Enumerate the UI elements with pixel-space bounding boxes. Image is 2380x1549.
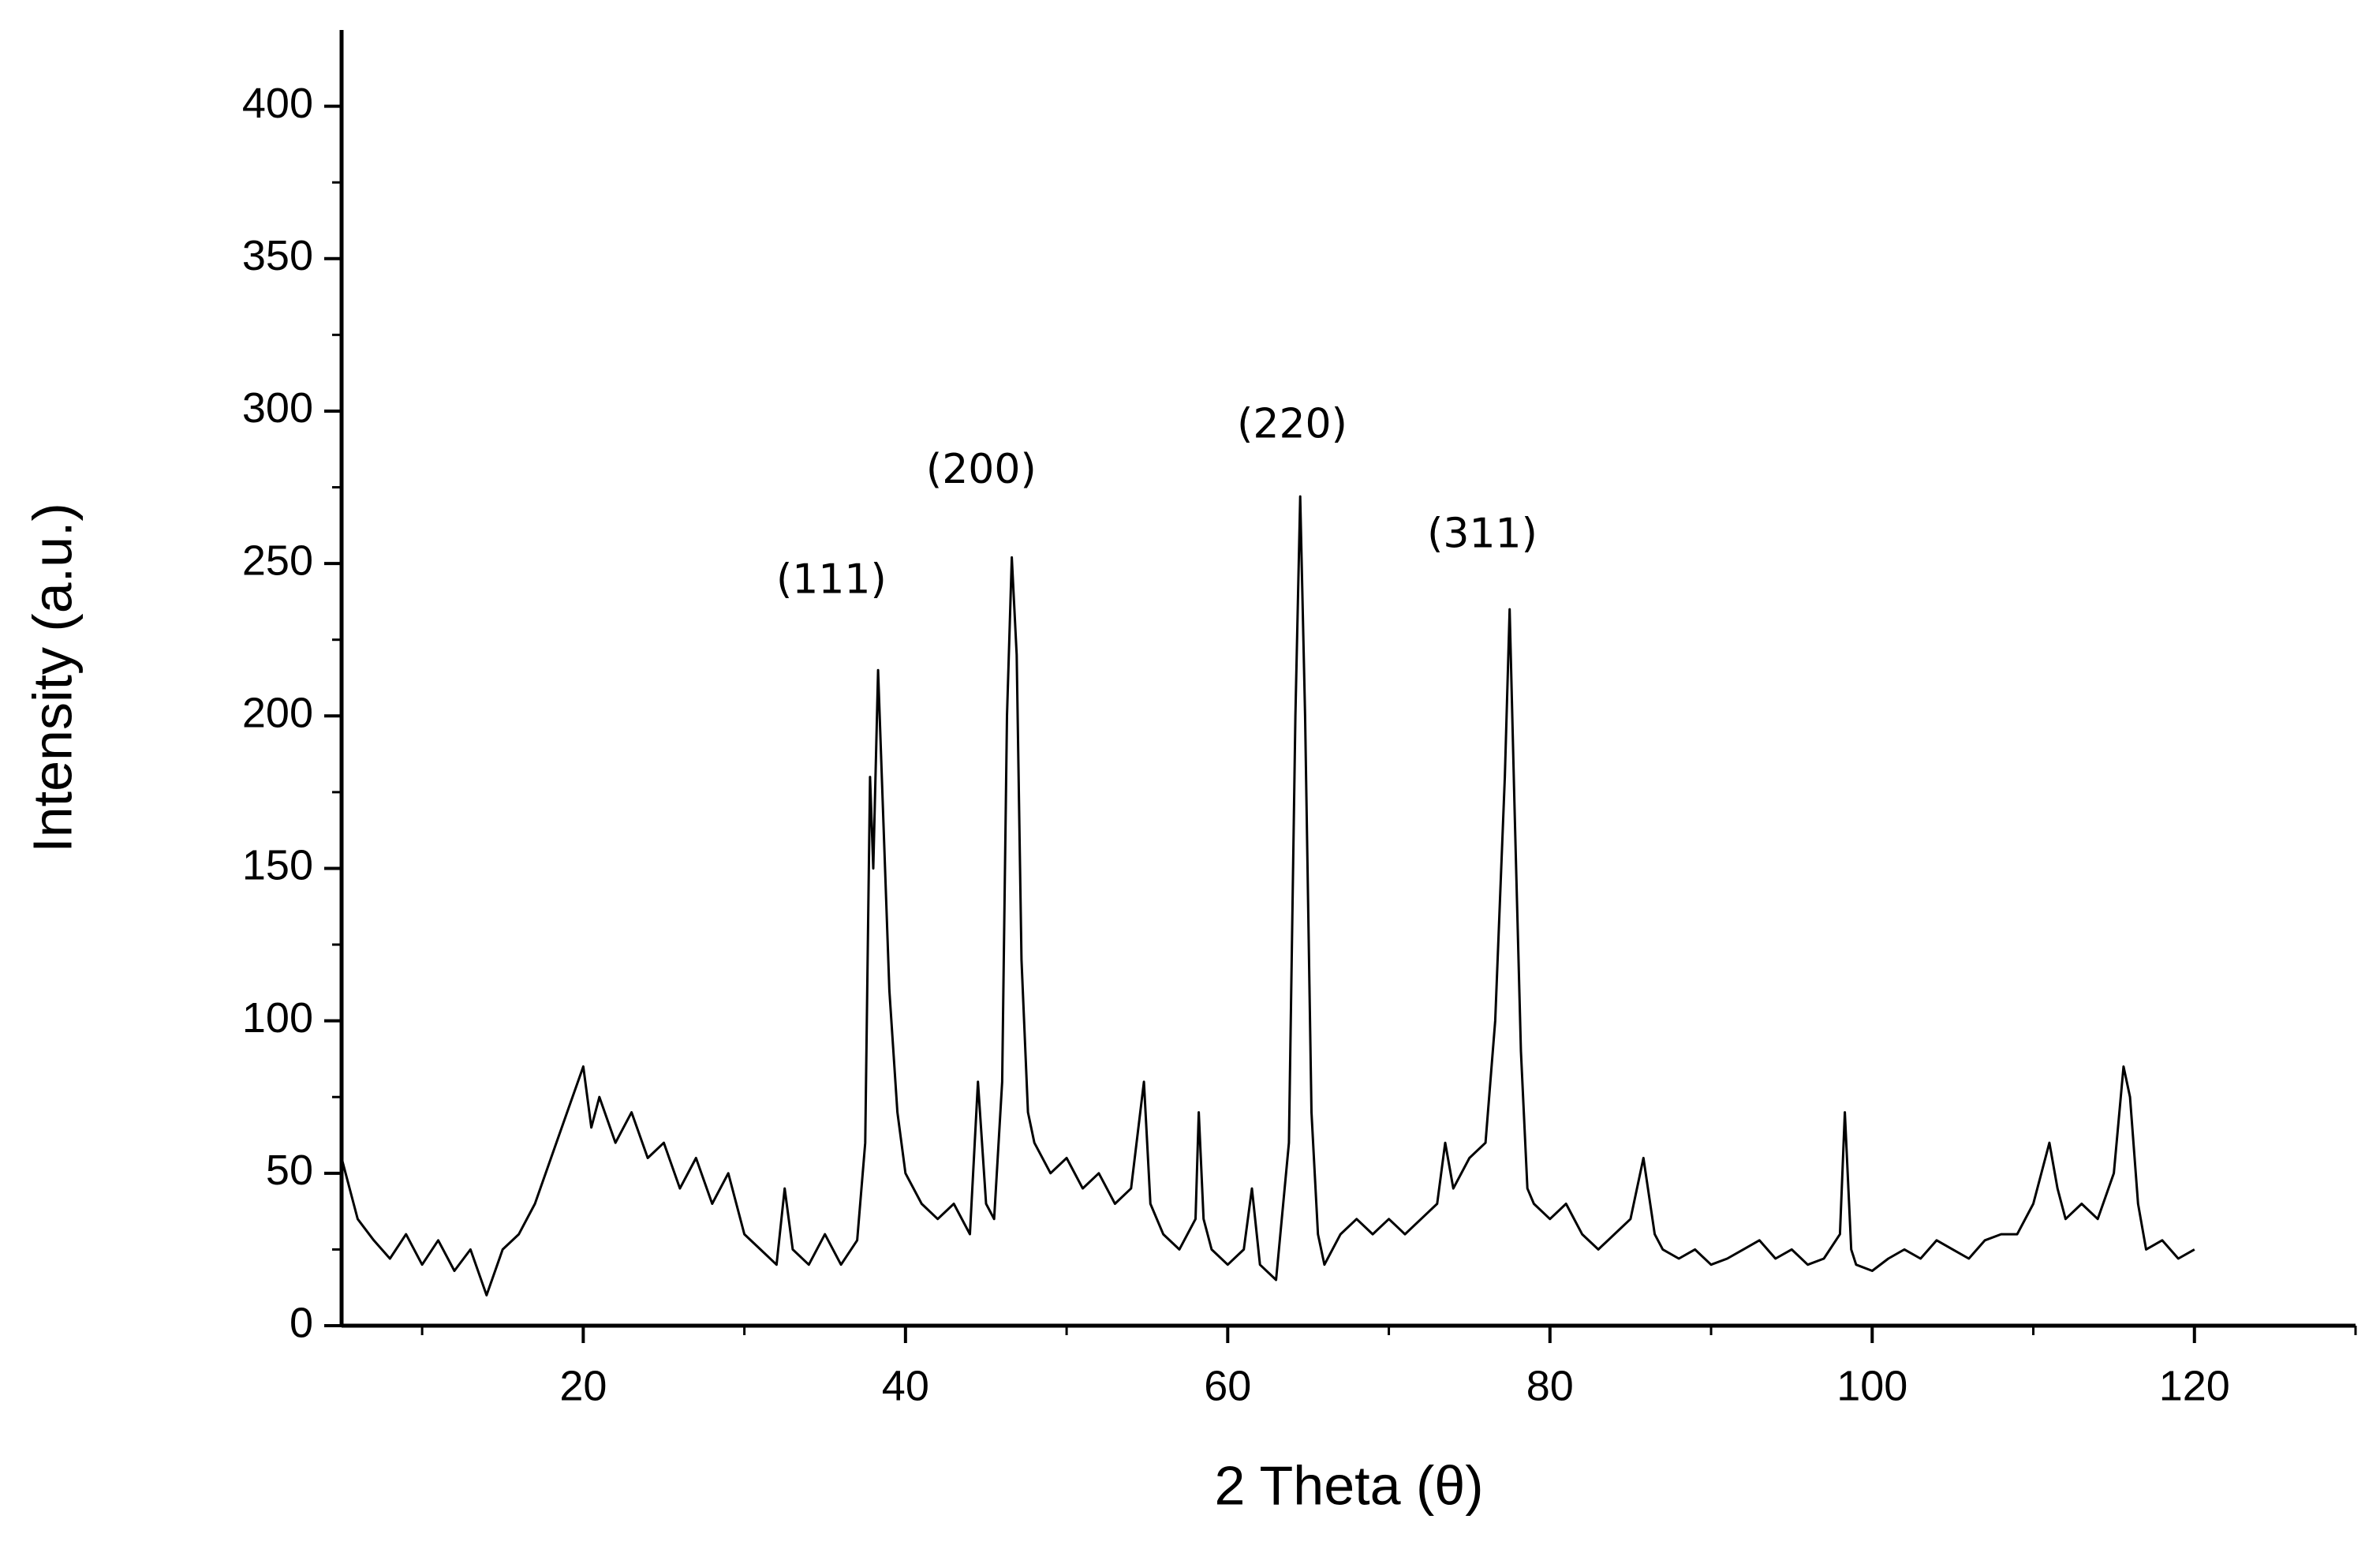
x-tick-label: 60 [1204,1362,1251,1409]
x-axis-title: 2 Theta (θ) [1214,1454,1483,1516]
x-tick-label: 20 [559,1362,607,1409]
peak-label: (111) [776,556,887,603]
y-tick-label: 200 [242,690,313,737]
xrd-line [340,495,2195,1296]
peak-label: (200) [926,446,1037,493]
y-tick-label: 0 [290,1299,313,1346]
y-tick-label: 50 [266,1147,313,1194]
y-tick-label: 350 [242,232,313,279]
x-tick-label: 100 [1836,1362,1907,1409]
y-tick-label: 300 [242,384,313,432]
y-tick-label: 100 [242,994,313,1042]
y-axis-title: Intensity (a.u.) [21,503,83,853]
peak-label: (220) [1237,400,1347,447]
y-tick-label: 150 [242,842,313,889]
x-tick-label: 40 [882,1362,929,1409]
x-tick-label: 80 [1526,1362,1574,1409]
y-tick-label: 400 [242,80,313,127]
peak-label: (311) [1427,510,1537,557]
y-tick-label: 250 [242,537,313,584]
x-tick-label: 120 [2159,1362,2230,1409]
